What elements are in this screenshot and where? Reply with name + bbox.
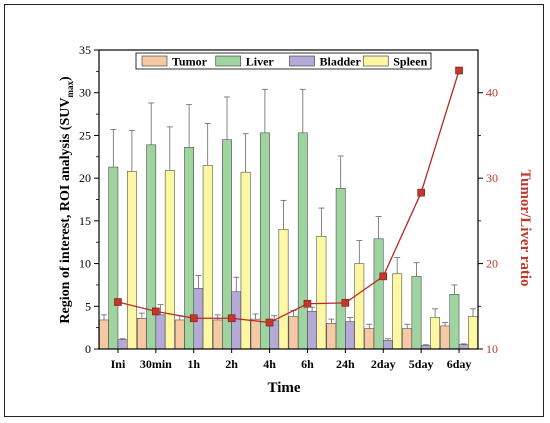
y-axis-label-sub: max bbox=[65, 81, 75, 98]
legend-box bbox=[135, 52, 432, 70]
bar-spleen-Ini bbox=[127, 171, 137, 350]
bar-liver-30min bbox=[146, 144, 157, 350]
y2-axis-label: Tumor/Liver ratio bbox=[517, 169, 533, 286]
legend-label-liver: Liver bbox=[246, 55, 275, 69]
bar-bladder-2day bbox=[383, 340, 393, 350]
bar-liver-6h bbox=[297, 132, 308, 350]
bar-liver-5day bbox=[411, 276, 422, 350]
y-tick-label-10: 10 bbox=[79, 257, 91, 271]
bar-spleen-6h bbox=[316, 235, 327, 350]
bar-spleen-24h bbox=[354, 263, 365, 350]
bar-tumor-Ini bbox=[99, 319, 109, 350]
y-tick-label-15: 15 bbox=[79, 214, 91, 228]
ratio-marker-6h bbox=[303, 299, 312, 308]
bar-liver-6day bbox=[449, 294, 460, 350]
y2-tick-label-30: 30 bbox=[486, 171, 498, 185]
y-tick-label-30: 30 bbox=[79, 86, 91, 100]
x-tick-label-1h: 1h bbox=[187, 357, 200, 371]
bar-bladder-30min bbox=[155, 314, 166, 350]
x-tick-label-24h: 24h bbox=[336, 357, 355, 371]
bar-tumor-2h bbox=[212, 319, 223, 350]
bar-bladder-6day bbox=[458, 344, 469, 350]
ratio-marker-4h bbox=[265, 318, 274, 327]
bar-spleen-2h bbox=[240, 171, 251, 350]
bar-tumor-5day bbox=[402, 328, 413, 350]
bar-tumor-30min bbox=[137, 317, 147, 350]
y2-tick-label-10: 10 bbox=[486, 342, 498, 356]
y-tick-label-20: 20 bbox=[79, 171, 91, 185]
x-tick-label-5day: 5day bbox=[409, 357, 434, 371]
bar-liver-Ini bbox=[108, 166, 119, 350]
x-tick-label-2day: 2day bbox=[371, 357, 396, 371]
x-tick-label-Ini: Ini bbox=[111, 357, 126, 371]
ratio-marker-2day bbox=[379, 272, 388, 281]
x-axis-label: Time bbox=[267, 380, 300, 396]
legend-swatch-tumor bbox=[141, 55, 168, 67]
y-tick-label-25: 25 bbox=[79, 128, 91, 142]
bar-tumor-6h bbox=[288, 316, 299, 350]
ratio-marker-1h bbox=[189, 314, 198, 323]
bar-tumor-4h bbox=[250, 318, 261, 350]
axes-layer: 0 5 10 15 20 25 30 35 10 20 30 40 Ini 30min 1h 2h 4h 6h 24… bbox=[79, 43, 498, 371]
bar-tumor-1h bbox=[174, 319, 185, 350]
ratio-line-layer bbox=[114, 66, 463, 327]
bar-spleen-4h bbox=[278, 229, 289, 350]
bar-spleen-6day bbox=[468, 316, 478, 350]
legend-label-spleen: Spleen bbox=[393, 55, 427, 69]
legend-swatch-liver bbox=[215, 55, 242, 67]
bar-bladder-Ini bbox=[117, 339, 128, 350]
bar-tumor-2day bbox=[364, 328, 375, 350]
bar-tumor-24h bbox=[326, 323, 337, 350]
y-tick-label-35: 35 bbox=[79, 43, 91, 57]
y-axis-label: Region of interest, ROI analysis (SUVmax… bbox=[58, 76, 75, 324]
legend: Tumor Liver Bladder Spleen bbox=[135, 52, 432, 70]
bar-tumor-6day bbox=[440, 325, 451, 350]
x-tick-label-30min: 30min bbox=[140, 357, 172, 371]
ratio-marker-24h bbox=[341, 299, 350, 307]
ratio-marker-Ini bbox=[114, 298, 122, 306]
ratio-marker-2h bbox=[227, 314, 236, 323]
legend-label-bladder: Bladder bbox=[320, 55, 362, 69]
ratio-marker-5day bbox=[417, 188, 425, 197]
ratio-marker-6day bbox=[455, 66, 463, 75]
bar-liver-24h bbox=[335, 188, 346, 350]
bar-bladder-6h bbox=[307, 311, 318, 350]
legend-label-tumor: Tumor bbox=[172, 55, 208, 69]
bar-spleen-2day bbox=[392, 273, 403, 350]
bar-liver-4h bbox=[260, 132, 270, 350]
y-tick-label-0: 0 bbox=[85, 342, 91, 356]
y-axis-label-main: Region of interest, ROI analysis (SUV bbox=[58, 98, 73, 324]
bar-liver-2day bbox=[373, 238, 384, 350]
x-tick-label-4h: 4h bbox=[263, 357, 276, 371]
y2-tick-label-20: 20 bbox=[486, 257, 498, 271]
y2-tick-label-40: 40 bbox=[486, 86, 498, 100]
bar-bladder-24h bbox=[345, 321, 355, 350]
y-tick-label-5: 5 bbox=[85, 299, 91, 313]
y-axis-label-close: ) bbox=[58, 76, 73, 81]
x-tick-label-2h: 2h bbox=[225, 357, 238, 371]
bar-spleen-1h bbox=[202, 165, 213, 350]
bars-layer bbox=[99, 132, 478, 350]
x-tick-label-6h: 6h bbox=[301, 357, 314, 371]
bar-spleen-30min bbox=[164, 170, 175, 350]
ratio-line bbox=[117, 70, 460, 324]
figure-frame bbox=[4, 4, 544, 417]
bar-spleen-5day bbox=[430, 317, 441, 350]
x-tick-label-6day: 6day bbox=[447, 357, 472, 371]
legend-swatch-spleen bbox=[362, 55, 389, 67]
ratio-marker-30min bbox=[152, 307, 160, 316]
legend-swatch-bladder bbox=[289, 55, 315, 67]
